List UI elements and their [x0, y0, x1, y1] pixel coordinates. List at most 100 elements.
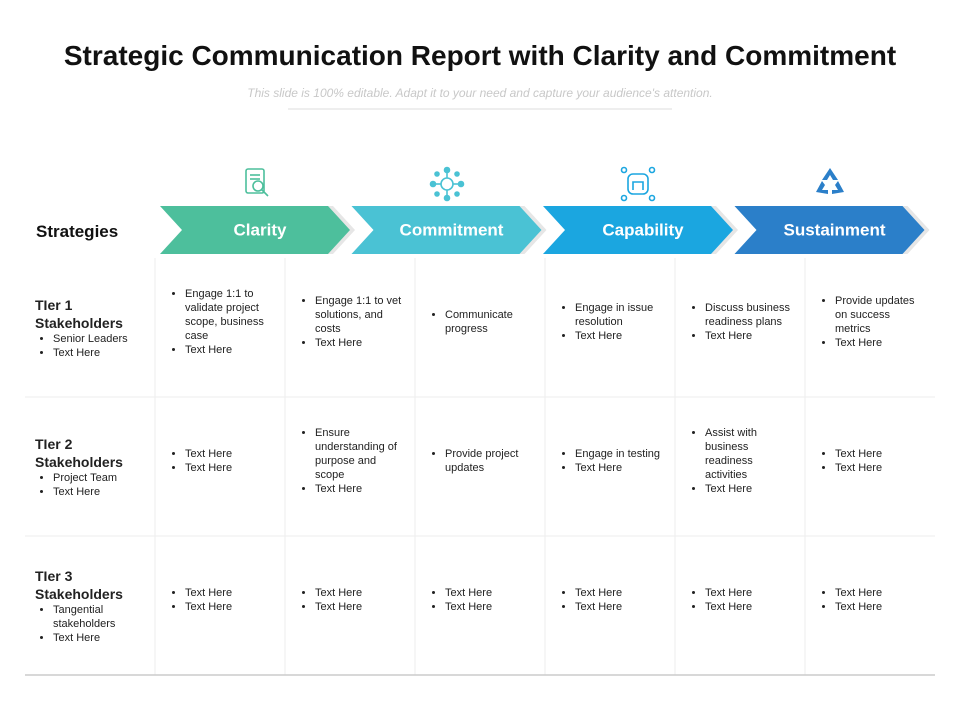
bullet: Senior Leaders — [53, 332, 151, 346]
tier-name: TIer 3 Stakeholders — [35, 567, 123, 602]
phase-arrow — [351, 206, 542, 254]
bullet: Assist with business readiness activitie… — [705, 426, 795, 482]
phase-label: Clarity — [234, 220, 287, 239]
phase-label: Capability — [602, 220, 684, 239]
bullet-list: Senior LeadersText Here — [35, 332, 151, 360]
bullet-list: Engage 1:1 to validate project scope, bu… — [167, 287, 275, 357]
bullet: Text Here — [315, 482, 405, 496]
bullet: Text Here — [575, 600, 665, 614]
bullet: Text Here — [835, 600, 925, 614]
title: Strategic Communication Report with Clar… — [63, 40, 897, 71]
table-cell: Text HereText Here — [167, 536, 275, 675]
bullet-list: Tangential stakeholdersText Here — [35, 603, 151, 645]
bullet: Text Here — [575, 329, 665, 343]
bullet: Engage 1:1 to validate project scope, bu… — [185, 287, 275, 343]
bullet-list: Text HereText Here — [167, 586, 275, 614]
icon — [429, 166, 465, 202]
bullet: Text Here — [315, 336, 405, 350]
row-header: TIer 1 StakeholdersSenior LeadersText He… — [35, 258, 151, 397]
bullet: Text Here — [185, 586, 275, 600]
bullet: Text Here — [575, 461, 665, 475]
bullet-list: Ensure understanding of purpose and scop… — [297, 426, 405, 496]
table-cell: Provide updates on success metricsText H… — [817, 258, 925, 397]
bullet-list: Text HereText Here — [167, 447, 275, 475]
bullet-list: Text HereText Here — [427, 586, 535, 614]
bullet: Text Here — [53, 346, 151, 360]
bullet: Communicate progress — [445, 308, 535, 336]
bullet-list: Text HereText Here — [687, 586, 795, 614]
bullet: Text Here — [705, 329, 795, 343]
table-cell: Text HereText Here — [687, 536, 795, 675]
bullet: Engage 1:1 to vet solutions, and costs — [315, 294, 405, 336]
table-cell: Text HereText Here — [557, 536, 665, 675]
bullet-list: Text HereText Here — [557, 586, 665, 614]
bullet: Text Here — [835, 447, 925, 461]
bullet: Text Here — [705, 600, 795, 614]
bullet-list: Communicate progress — [427, 308, 535, 336]
bullet: Provide updates on success metrics — [835, 294, 925, 336]
bullet-list: Provide updates on success metricsText H… — [817, 294, 925, 350]
bullet-list: Assist with business readiness activitie… — [687, 426, 795, 496]
tier-name: TIer 2 Stakeholders — [35, 435, 123, 470]
phase-arrow — [543, 206, 733, 254]
phase-label: Sustainment — [783, 220, 885, 239]
bullet: Text Here — [185, 600, 275, 614]
table-cell: Ensure understanding of purpose and scop… — [297, 397, 405, 536]
table-cell: Text HereText Here — [817, 536, 925, 675]
bullet: Project Team — [53, 471, 151, 485]
phase-arrow — [160, 206, 350, 254]
table-cell: Text HereText Here — [167, 397, 275, 536]
table-cell: Engage in testingText Here — [557, 397, 665, 536]
table-cell: Discuss business readiness plansText Her… — [687, 258, 795, 397]
icon — [245, 168, 269, 197]
tier-name: TIer 1 Stakeholders — [35, 296, 123, 331]
bullet-list: Provide project updates — [427, 447, 535, 475]
icon — [620, 166, 656, 202]
table-cell: Text HereText Here — [817, 397, 925, 536]
bullet-list: Engage 1:1 to vet solutions, and costsTe… — [297, 294, 405, 350]
bullet: Text Here — [53, 485, 151, 499]
bullet-list: Project TeamText Here — [35, 471, 151, 499]
row-header: TIer 3 StakeholdersTangential stakeholde… — [35, 536, 151, 675]
table-cell: Engage 1:1 to vet solutions, and costsTe… — [297, 258, 405, 397]
bullet: Text Here — [705, 482, 795, 496]
subtitle: This slide is 100% editable. Adapt it to… — [247, 86, 713, 100]
bullet: Text Here — [315, 586, 405, 600]
table-cell: Communicate progress — [427, 258, 535, 397]
row-header: TIer 2 StakeholdersProject TeamText Here — [35, 397, 151, 536]
bullet: Provide project updates — [445, 447, 535, 475]
bullet: Engage in issue resolution — [575, 301, 665, 329]
bullet: Text Here — [445, 586, 535, 600]
bullet-list: Engage in issue resolutionText Here — [557, 301, 665, 343]
divider — [288, 108, 672, 110]
bullet: Text Here — [445, 600, 535, 614]
bullet-list: Text HereText Here — [817, 586, 925, 614]
bullet: Text Here — [185, 447, 275, 461]
table-cell: Text HereText Here — [427, 536, 535, 675]
bullet: Ensure understanding of purpose and scop… — [315, 426, 405, 482]
bullet: Text Here — [835, 586, 925, 600]
bullet: Discuss business readiness plans — [705, 301, 795, 329]
bullet: Text Here — [185, 343, 275, 357]
header-label: Strategies — [36, 222, 119, 241]
phase-arrow — [734, 206, 925, 254]
table-cell: Provide project updates — [427, 397, 535, 536]
bullet: Text Here — [835, 461, 925, 475]
table-cell: Engage 1:1 to validate project scope, bu… — [167, 258, 275, 397]
table-cell: Text HereText Here — [297, 536, 405, 675]
bullet: Text Here — [705, 586, 795, 600]
table-cell: Engage in issue resolutionText Here — [557, 258, 665, 397]
bullet: Text Here — [575, 586, 665, 600]
bullet-list: Text HereText Here — [297, 586, 405, 614]
phase-label: Commitment — [400, 220, 504, 239]
icon — [816, 168, 844, 194]
bullet-list: Discuss business readiness plansText Her… — [687, 301, 795, 343]
table-cell: Assist with business readiness activitie… — [687, 397, 795, 536]
bullet: Text Here — [835, 336, 925, 350]
bullet: Text Here — [53, 631, 151, 645]
bullet-list: Engage in testingText Here — [557, 447, 665, 475]
bullet: Text Here — [185, 461, 275, 475]
bullet: Tangential stakeholders — [53, 603, 151, 631]
